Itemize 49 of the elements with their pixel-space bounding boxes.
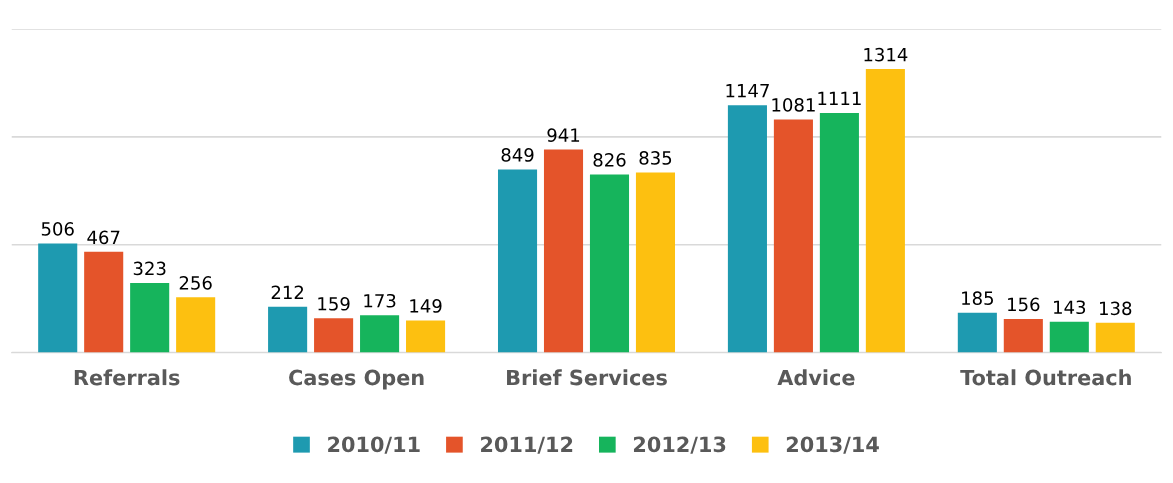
data-label: 1147 — [726, 84, 769, 98]
bar — [635, 172, 676, 353]
data-label: 835 — [639, 151, 672, 165]
x-tick-label: Advice — [777, 369, 855, 386]
bar — [589, 174, 630, 353]
bar — [314, 318, 354, 353]
x-tick-label: Cases Open — [289, 369, 424, 390]
data-label: 467 — [87, 230, 120, 245]
data-label: 1081 — [772, 98, 815, 112]
legend-label: 2013/14 — [786, 436, 879, 454]
bar — [865, 69, 905, 353]
bar — [497, 169, 538, 353]
legend-label: 2012/13 — [633, 436, 726, 454]
legend-label: 2011/12 — [481, 436, 573, 454]
bar — [1095, 322, 1135, 353]
x-tick-label: Total Outreach — [960, 369, 1131, 386]
legend-label: 2010/11 — [328, 436, 420, 454]
data-label: 506 — [41, 222, 74, 236]
data-label: 156 — [1008, 297, 1040, 312]
bar — [406, 320, 446, 353]
bar — [727, 105, 767, 353]
bar — [38, 243, 78, 353]
bar — [84, 251, 124, 353]
bar — [773, 119, 813, 353]
data-label: 1111 — [818, 91, 861, 105]
bar — [176, 297, 216, 353]
data-label: 212 — [271, 285, 304, 299]
data-label: 941 — [547, 128, 580, 142]
data-label: 826 — [593, 153, 626, 167]
bar — [1049, 321, 1089, 353]
data-label: 173 — [364, 293, 396, 308]
x-tick-label: Referrals — [74, 369, 180, 386]
data-label: 256 — [179, 276, 212, 290]
data-label: 159 — [318, 296, 350, 311]
bar — [268, 306, 308, 353]
data-label: 149 — [410, 299, 442, 313]
bar — [360, 315, 400, 353]
bar — [1003, 318, 1043, 353]
bar — [957, 312, 997, 353]
bar — [543, 149, 584, 353]
data-label: 185 — [962, 291, 993, 306]
data-label: 323 — [133, 261, 166, 276]
data-label: 1314 — [864, 47, 908, 62]
data-label: 849 — [501, 148, 534, 162]
x-tick-label: Brief Services — [507, 369, 667, 386]
data-label: 138 — [1100, 301, 1132, 316]
bar — [819, 112, 859, 353]
bar — [130, 282, 170, 353]
data-label: 143 — [1054, 300, 1086, 315]
